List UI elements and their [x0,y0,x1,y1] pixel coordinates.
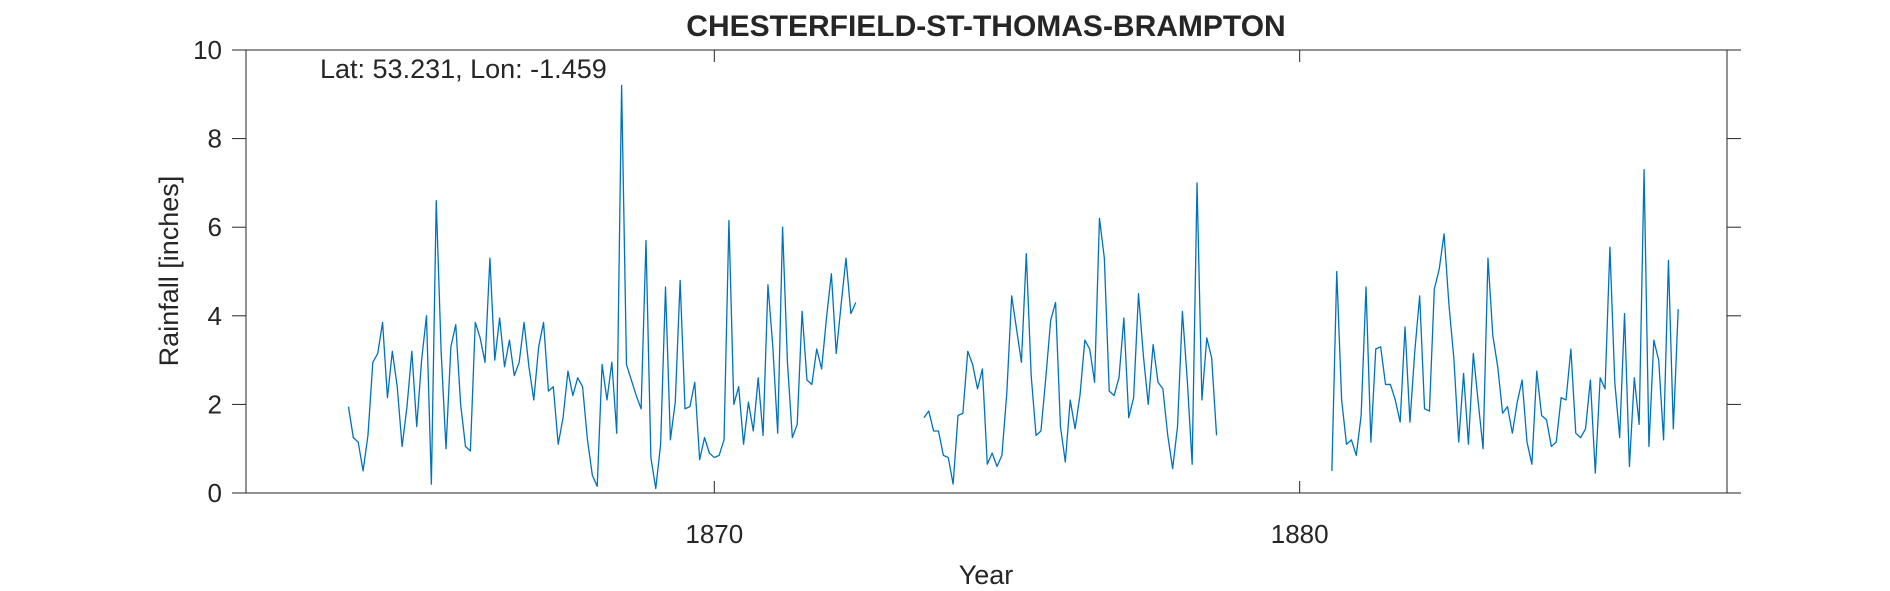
plot-area [347,84,1679,490]
x-axis-label: Year [959,560,1014,590]
axes-background [246,50,1727,493]
y-tick-label: 10 [193,35,222,65]
rainfall-line-segment-2 [923,182,1218,485]
y-tick-label: 0 [208,478,222,508]
location-annotation: Lat: 53.231, Lon: -1.459 [320,54,607,84]
y-tick-label: 4 [208,301,222,331]
rainfall-line-segment-1 [347,84,857,490]
x-tick-label: 1880 [1271,519,1329,549]
y-tick-label: 2 [208,389,222,419]
x-tick-label: 1870 [685,519,743,549]
axis-ticks: 1870 1880 0 2 4 6 8 10 [193,35,1741,549]
y-tick-label: 8 [208,124,222,154]
rainfall-line-segment-3 [1331,168,1679,474]
y-tick-label: 6 [208,212,222,242]
axes-box [245,49,1728,494]
y-axis-label: Rainfall [inches] [154,176,184,367]
chart-title: CHESTERFIELD-ST-THOMAS-BRAMPTON [686,10,1285,43]
